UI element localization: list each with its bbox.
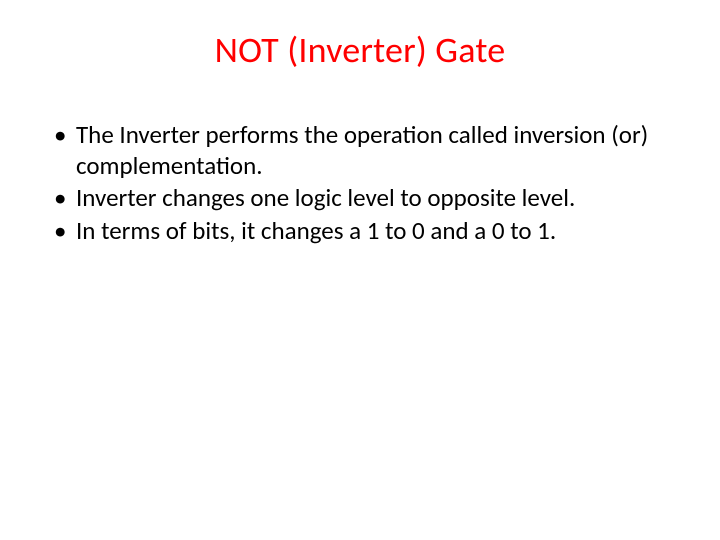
bullet-list: The Inverter performs the operation call… — [40, 120, 680, 246]
bullet-item: Inverter changes one logic level to oppo… — [62, 183, 680, 214]
bullet-item: In terms of bits, it changes a 1 to 0 an… — [62, 216, 680, 247]
slide: NOT (Inverter) Gate The Inverter perform… — [0, 0, 720, 540]
slide-title: NOT (Inverter) Gate — [40, 28, 680, 72]
bullet-item: The Inverter performs the operation call… — [62, 120, 680, 181]
